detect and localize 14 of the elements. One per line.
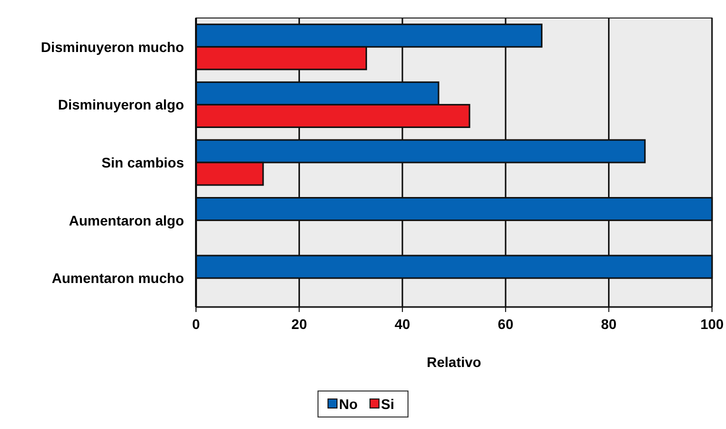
x-axis-title: Relativo [426,354,482,370]
x-tick-label: 60 [498,316,514,332]
x-tick-label: 100 [700,316,724,332]
y-tick-label: Aumentaron algo [68,212,184,228]
y-tick-label: Aumentaron mucho [52,270,184,286]
y-tick-label: Sin cambios [102,154,184,170]
x-tick-label: 20 [291,316,308,332]
legend-label: No [339,396,358,412]
x-tick-label: 40 [394,316,410,332]
y-tick-label: Disminuyeron mucho [40,38,184,55]
x-tick-label: 80 [601,316,617,332]
legend-label: Si [381,396,394,412]
y-tick-label: Disminuyeron algo [58,96,184,113]
x-tick-label: 0 [192,316,200,332]
